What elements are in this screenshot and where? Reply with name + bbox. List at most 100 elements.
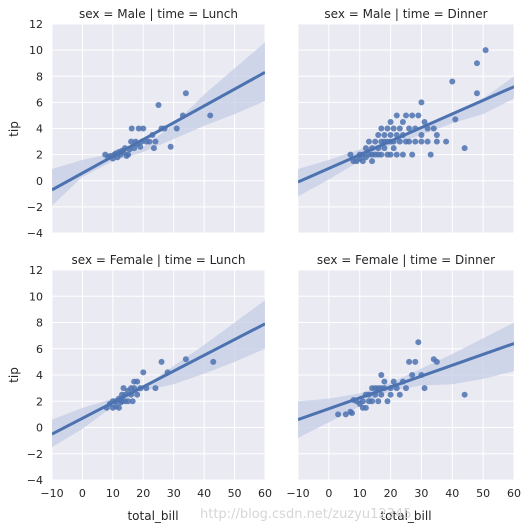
data-point xyxy=(415,112,422,119)
watermark: http://blog.csdn.net/zuzyu12345 xyxy=(200,507,411,522)
panel-title: sex = Female | time = Lunch xyxy=(72,253,246,267)
data-point xyxy=(449,78,456,85)
data-point xyxy=(433,138,440,145)
data-point xyxy=(128,125,135,132)
data-point xyxy=(120,385,127,392)
data-point xyxy=(399,118,406,125)
data-point xyxy=(362,145,369,152)
regression-line xyxy=(52,71,265,192)
panel-1: sex = Male | time = Lunch −4 −2 0 2 4 6 8 10 12 xyxy=(27,7,266,240)
x-axis-label-right: total_bill xyxy=(380,509,431,523)
data-point xyxy=(137,143,144,150)
data-point xyxy=(403,112,409,119)
x-tick-label: −10 xyxy=(286,487,309,500)
data-point xyxy=(409,151,416,158)
x-tick-label: 30 xyxy=(414,487,428,500)
data-point xyxy=(406,138,413,145)
data-point xyxy=(421,385,428,392)
data-point xyxy=(430,125,437,132)
x-tick-label: 30 xyxy=(167,487,181,500)
data-point xyxy=(387,151,394,158)
regression-line xyxy=(298,342,514,422)
x-tick-label: 60 xyxy=(258,487,272,500)
y-tick-label: 12 xyxy=(29,264,43,277)
y-tick-label: 4 xyxy=(36,369,43,382)
x-tick-label: 10 xyxy=(106,487,120,500)
regression-line xyxy=(52,322,265,436)
x-tick-label: 20 xyxy=(136,487,150,500)
data-point xyxy=(369,158,376,165)
y-tick-label: −4 xyxy=(27,474,43,487)
data-point xyxy=(182,90,189,97)
data-point xyxy=(378,391,385,398)
data-point xyxy=(381,378,388,385)
y-tick-label: −2 xyxy=(27,201,43,214)
y-tick-label: 6 xyxy=(36,343,43,356)
plot-area xyxy=(298,322,514,438)
x-tick-label: 40 xyxy=(445,487,459,500)
y-tick-label: −4 xyxy=(27,227,43,240)
data-point xyxy=(421,118,428,125)
data-point xyxy=(155,101,162,108)
y-tick-label: 10 xyxy=(29,290,43,303)
y-tick-label: 8 xyxy=(36,317,43,330)
data-point xyxy=(152,385,159,392)
data-point xyxy=(418,132,425,139)
data-point xyxy=(129,398,136,405)
x-tick-label: 50 xyxy=(228,487,242,500)
data-point xyxy=(433,358,440,365)
data-point xyxy=(433,132,440,139)
data-point xyxy=(349,410,355,417)
regression-line xyxy=(298,85,514,184)
data-point xyxy=(378,151,385,158)
x-tick-label: 20 xyxy=(384,487,398,500)
panel-3: sex = Female | time = Lunch −4 −2 0 2 4 6 8 10 12… xyxy=(27,253,272,500)
data-point xyxy=(167,143,174,150)
data-point xyxy=(412,358,419,365)
data-point xyxy=(335,411,342,418)
panel-title: sex = Male | time = Lunch xyxy=(79,7,238,21)
confidence-band xyxy=(52,300,265,448)
plot-area xyxy=(52,42,265,206)
data-point xyxy=(378,125,385,132)
data-point xyxy=(384,125,391,132)
data-point xyxy=(482,47,489,54)
data-point xyxy=(473,60,480,67)
data-point xyxy=(384,398,391,405)
x-tick-label: 0 xyxy=(79,487,86,500)
data-point xyxy=(473,90,480,97)
y-tick-label: 12 xyxy=(29,18,43,31)
data-point xyxy=(406,358,413,365)
y-tick-label: −2 xyxy=(27,448,43,461)
data-point xyxy=(461,391,468,398)
data-point xyxy=(173,125,180,132)
data-point xyxy=(393,112,400,119)
data-point xyxy=(182,356,189,363)
data-point xyxy=(396,138,403,145)
data-point xyxy=(387,391,394,398)
data-point xyxy=(412,138,419,145)
data-point xyxy=(135,125,142,132)
x-tick-label: 60 xyxy=(507,487,521,500)
y-tick-label: 8 xyxy=(36,70,43,83)
data-point xyxy=(372,138,379,145)
data-point xyxy=(418,99,425,106)
y-axis-label-bottom: tip xyxy=(7,367,21,383)
x-tick-label: −10 xyxy=(40,487,63,500)
data-point xyxy=(409,372,416,378)
data-point xyxy=(399,151,406,158)
data-point xyxy=(390,125,397,132)
confidence-band xyxy=(298,76,514,197)
data-point xyxy=(396,125,403,132)
data-point xyxy=(381,145,388,152)
data-point xyxy=(415,339,422,346)
x-axis-label-left: total_bill xyxy=(127,509,178,523)
data-point xyxy=(134,378,141,385)
data-point xyxy=(347,151,354,158)
data-point xyxy=(150,145,157,152)
x-tick-label: 10 xyxy=(353,487,367,500)
data-point xyxy=(387,132,394,139)
x-tick-label: 40 xyxy=(197,487,211,500)
data-point xyxy=(125,151,132,158)
data-point xyxy=(375,132,382,139)
